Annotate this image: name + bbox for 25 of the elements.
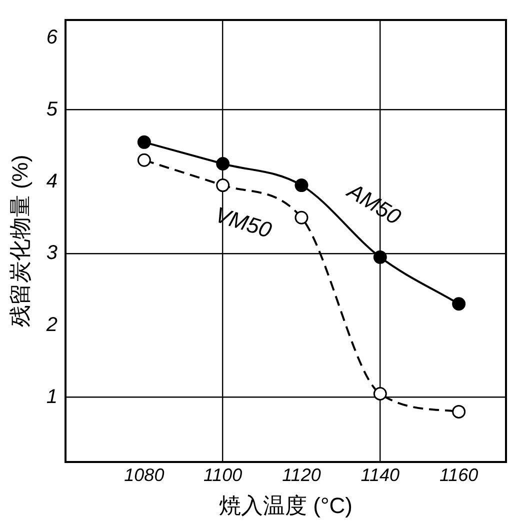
point <box>452 297 466 311</box>
point <box>452 404 466 418</box>
x-tick-label: 1160 <box>439 464 478 485</box>
point <box>216 156 230 170</box>
x-tick-label: 1080 <box>124 464 164 485</box>
point <box>294 210 308 224</box>
y-tick-label: 3 <box>46 242 58 264</box>
x-tick-label: 1120 <box>282 464 321 485</box>
point <box>216 178 230 192</box>
point <box>373 250 387 264</box>
text: VM50 <box>212 202 276 244</box>
point <box>294 178 308 192</box>
y-tick-label: 6 <box>46 26 58 49</box>
y-tick-label: 2 <box>45 314 58 336</box>
x-axis-title: 焼入温度 (°C) <box>219 492 352 518</box>
y-tick-label: 4 <box>46 170 58 192</box>
point <box>137 153 151 167</box>
y-tick-label: 1 <box>46 386 58 408</box>
y-tick-label: 5 <box>46 98 58 120</box>
y-axis-title: 残留炭化物量 (%) <box>7 154 32 328</box>
point <box>137 135 151 149</box>
x-tick-label: 1100 <box>203 464 242 485</box>
x-tick-label: 1140 <box>360 464 400 485</box>
point <box>373 386 387 400</box>
text: AM50 <box>342 177 406 230</box>
